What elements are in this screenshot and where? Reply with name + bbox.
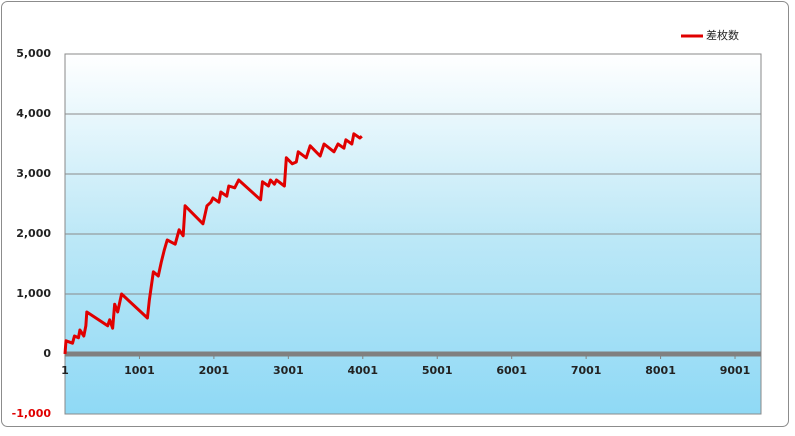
y-tick-label: -1,000 [12, 407, 52, 420]
y-tick-label: 3,000 [16, 167, 51, 180]
y-tick-label: 2,000 [16, 227, 51, 240]
y-tick-label: 0 [43, 347, 51, 360]
x-tick-label: 8001 [645, 364, 676, 377]
x-tick-label: 9001 [720, 364, 751, 377]
x-tick-label: 1 [61, 364, 69, 377]
x-tick-label: 6001 [496, 364, 527, 377]
x-tick-label: 3001 [273, 364, 304, 377]
legend-label: 差枚数 [706, 28, 739, 42]
y-tick-label: 5,000 [16, 47, 51, 60]
y-tick-label: 4,000 [16, 107, 51, 120]
x-tick-label: 2001 [199, 364, 230, 377]
x-tick-label: 4001 [347, 364, 378, 377]
x-tick-label: 7001 [571, 364, 602, 377]
data-line [63, 132, 363, 355]
x-tick-label: 1001 [124, 364, 155, 377]
x-tick-label: 5001 [422, 364, 453, 377]
y-tick-label: 1,000 [16, 287, 51, 300]
